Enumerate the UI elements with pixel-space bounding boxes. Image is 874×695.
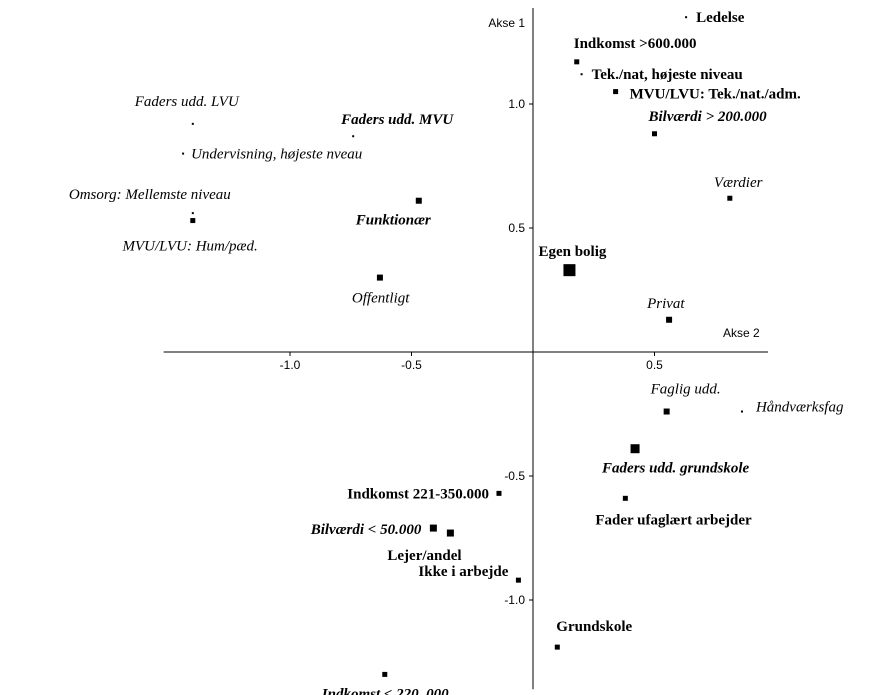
- point-marker: [685, 16, 688, 19]
- point-label: Egen bolig: [538, 244, 606, 260]
- point-label: Bilværdi < 50.000: [310, 522, 422, 538]
- point-label: Omsorg: Mellemste niveau: [69, 187, 231, 203]
- axes: -1.0 -0.5 0.5 1.0 0.5 -0.5 -1.0 Akse 1 Akse 2: [163, 8, 768, 690]
- point-marker: [182, 152, 185, 155]
- point-marker: [563, 264, 576, 277]
- point-marker: [191, 122, 194, 125]
- point-label: Indkomst 221-350.000: [347, 486, 489, 502]
- point-label: Indkomst >600.000: [574, 36, 697, 52]
- point-marker: [652, 131, 657, 137]
- point-label: Undervisning, højeste nveau: [191, 147, 362, 163]
- point-label: Værdier: [714, 175, 763, 191]
- y-tick-label: -1.0: [504, 593, 525, 607]
- point-marker: [663, 408, 670, 415]
- point-marker: [622, 495, 628, 501]
- point-label: Funktionær: [355, 213, 431, 229]
- x-tick-label: 0.5: [646, 358, 663, 372]
- point-marker: [376, 274, 383, 281]
- y-tick-label: -0.5: [504, 469, 525, 483]
- data-points: Ledelse Indkomst >600.000 Tek./nat, højest…: [69, 10, 844, 695]
- point-marker: [415, 197, 422, 204]
- point-label: Faders udd. grundskole: [601, 461, 749, 477]
- point-label: Håndværksfag: [755, 400, 844, 416]
- point-marker: [613, 89, 619, 95]
- point-label: Indkomst < 220. 000: [321, 686, 449, 695]
- point-marker: [190, 218, 196, 224]
- point-marker: [382, 671, 388, 677]
- y-tick-label: 0.5: [508, 221, 525, 235]
- point-marker: [352, 135, 355, 138]
- point-label: Lejer/andel: [387, 548, 461, 564]
- point-marker: [446, 529, 454, 537]
- point-label: MVU/LVU: Tek./nat./adm.: [630, 87, 801, 103]
- tick-marks: -1.0 -0.5 0.5 1.0 0.5 -0.5 -1.0: [280, 97, 664, 607]
- y-tick-label: 1.0: [508, 97, 525, 111]
- point-marker: [191, 212, 194, 215]
- point-marker: [666, 316, 673, 323]
- point-marker: [580, 73, 583, 76]
- point-label: Tek./nat, højeste niveau: [592, 67, 743, 83]
- point-label: Fader ufaglært arbejder: [595, 512, 752, 528]
- point-marker: [740, 410, 743, 413]
- x-tick-label: -1.0: [280, 358, 301, 372]
- x-tick-label: -0.5: [401, 358, 422, 372]
- point-label: Ikke i arbejde: [418, 564, 508, 580]
- point-marker: [515, 577, 521, 583]
- point-marker: [496, 490, 502, 496]
- axis-1-title: Akse 1: [488, 16, 525, 30]
- point-marker: [630, 444, 640, 454]
- point-label: Faglig udd.: [650, 382, 721, 398]
- point-label: Bilværdi > 200.000: [648, 109, 768, 125]
- point-label: Offentligt: [352, 291, 410, 307]
- point-label: MVU/LVU: Hum/pæd.: [122, 239, 258, 255]
- point-marker: [429, 524, 437, 532]
- axis-2-title: Akse 2: [723, 326, 760, 340]
- point-label: Ledelse: [696, 10, 745, 26]
- point-marker: [727, 195, 733, 201]
- point-label: Privat: [646, 296, 685, 312]
- point-label: Faders udd. MVU: [340, 112, 454, 128]
- point-label: Faders udd. LVU: [134, 94, 240, 110]
- point-marker: [554, 644, 560, 650]
- point-label: Grundskole: [556, 619, 632, 635]
- point-marker: [574, 59, 580, 65]
